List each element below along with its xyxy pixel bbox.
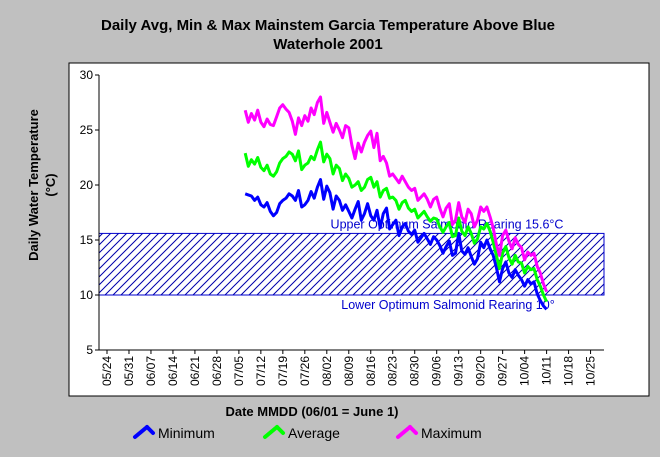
x-tick-label: 06/14 — [166, 356, 180, 386]
x-tick-label: 07/19 — [276, 356, 290, 386]
legend: Minimum Average Maximum — [133, 425, 482, 441]
x-tick-label: 07/05 — [232, 356, 246, 386]
x-tick-label: 08/23 — [386, 356, 400, 386]
series-line-average — [243, 140, 548, 303]
x-tick-label: 07/26 — [298, 356, 312, 386]
x-tick-label: 07/12 — [254, 356, 268, 386]
x-tick-label: 10/11 — [540, 356, 554, 385]
chart-title-line2: Waterhole 2001 — [273, 36, 383, 53]
legend-swatch-average — [263, 425, 279, 439]
y-tick-label: 30 — [80, 68, 94, 82]
legend-swatch-minimum — [133, 425, 149, 439]
x-tick-label: 10/18 — [562, 356, 576, 386]
legend-swatch-tail — [408, 425, 418, 435]
legend-label-minimum: Minimum — [158, 425, 215, 441]
x-tick-label: 06/28 — [210, 356, 224, 386]
x-tick-label: 06/21 — [188, 356, 202, 386]
x-tick-label: 10/04 — [518, 356, 532, 386]
y-tick-label: 25 — [80, 123, 94, 137]
y-tick-label: 20 — [80, 178, 94, 192]
y-tick-label: 15 — [80, 233, 94, 247]
x-tick-label: 05/31 — [122, 356, 136, 386]
x-tick-label: 09/13 — [452, 356, 466, 386]
x-tick-label: 08/09 — [342, 356, 356, 386]
x-axis-label: Date MMDD (06/01 = June 1) — [225, 404, 398, 419]
x-tick-label: 08/30 — [408, 356, 422, 386]
x-tick-label: 05/24 — [100, 356, 114, 386]
y-tick-label: 10 — [80, 288, 94, 302]
lower-optimum-label: Lower Optimum Salmonid Rearing 10° — [341, 298, 554, 312]
x-tick-label: 08/02 — [320, 356, 334, 386]
series-line-minimum — [244, 178, 548, 311]
legend-swatch-maximum — [396, 425, 412, 439]
x-tick-label: 10/25 — [584, 356, 598, 386]
series-line-maximum — [243, 95, 548, 293]
plot-area — [68, 62, 650, 397]
legend-label-average: Average — [288, 425, 340, 441]
x-tick-label: 06/07 — [144, 356, 158, 386]
legend-label-maximum: Maximum — [421, 425, 482, 441]
x-tick-label: 09/20 — [474, 356, 488, 386]
optimum-band — [98, 232, 605, 296]
y-axis-label-line1: Daily Water Temperature — [26, 109, 41, 261]
legend-swatch-tail — [275, 425, 285, 435]
y-axis-ticks: 5 10 15 20 25 30 — [80, 68, 99, 357]
y-tick-label: 5 — [86, 343, 93, 357]
series-group — [243, 95, 548, 311]
chart-title-line1: Daily Avg, Min & Max Mainstem Garcia Tem… — [101, 17, 555, 34]
x-axis-ticks: 05/24 05/31 06/07 06/14 06/21 06/28 07/05 07/12… — [100, 350, 598, 386]
x-tick-label: 09/27 — [496, 356, 510, 386]
legend-swatch-tail — [145, 425, 155, 435]
x-tick-label: 09/06 — [430, 356, 444, 386]
x-tick-label: 08/16 — [364, 356, 378, 386]
y-axis-label-line2: (°C) — [43, 173, 58, 196]
